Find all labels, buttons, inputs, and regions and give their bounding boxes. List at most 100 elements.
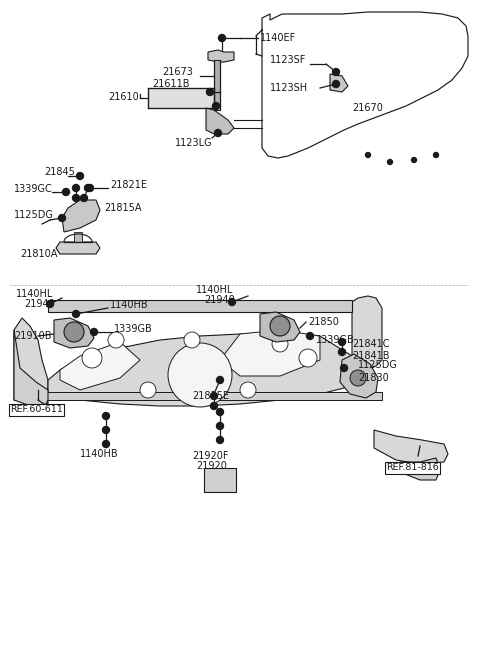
Circle shape [168, 343, 232, 407]
Polygon shape [400, 458, 440, 480]
Circle shape [103, 413, 109, 419]
Circle shape [387, 160, 393, 164]
Text: 21815A: 21815A [104, 203, 142, 213]
Polygon shape [206, 108, 234, 134]
Polygon shape [220, 330, 320, 376]
Text: 21850: 21850 [308, 317, 339, 327]
Text: 21670: 21670 [352, 103, 383, 113]
Circle shape [433, 153, 439, 157]
Text: 21673: 21673 [162, 67, 193, 77]
Circle shape [84, 185, 92, 191]
Circle shape [72, 195, 80, 202]
Circle shape [240, 382, 256, 398]
Text: 21821E: 21821E [110, 180, 147, 190]
Circle shape [72, 310, 80, 318]
Text: 21940: 21940 [24, 299, 55, 309]
Polygon shape [56, 242, 100, 254]
Circle shape [76, 172, 84, 179]
Text: 21920F: 21920F [192, 451, 228, 461]
Circle shape [108, 332, 124, 348]
Polygon shape [14, 330, 48, 408]
Circle shape [338, 339, 346, 345]
Circle shape [59, 214, 65, 221]
Text: 21841C: 21841C [352, 339, 389, 349]
Text: 1123SH: 1123SH [270, 83, 308, 93]
Text: 21611B: 21611B [152, 79, 190, 89]
Polygon shape [204, 468, 236, 492]
Polygon shape [14, 318, 48, 404]
Polygon shape [62, 200, 100, 232]
Circle shape [411, 157, 417, 162]
Text: 21610: 21610 [108, 92, 139, 102]
Circle shape [333, 81, 339, 88]
Circle shape [206, 88, 214, 96]
Circle shape [62, 189, 70, 195]
Circle shape [333, 69, 339, 75]
Text: 1140HL: 1140HL [16, 289, 53, 299]
Circle shape [216, 422, 224, 430]
Circle shape [216, 436, 224, 443]
Circle shape [103, 426, 109, 434]
Circle shape [299, 349, 317, 367]
Polygon shape [374, 430, 448, 464]
Text: 21810A: 21810A [20, 249, 58, 259]
Circle shape [272, 336, 288, 352]
Circle shape [81, 195, 87, 202]
Text: REF.81-816: REF.81-816 [386, 464, 439, 472]
Polygon shape [60, 342, 140, 390]
Circle shape [47, 301, 53, 307]
Circle shape [307, 333, 313, 339]
Text: 1339GC: 1339GC [14, 184, 53, 194]
Circle shape [340, 364, 348, 371]
Polygon shape [74, 232, 82, 242]
Text: 1123LG: 1123LG [175, 138, 213, 148]
Text: 1140EF: 1140EF [260, 33, 296, 43]
Circle shape [64, 322, 84, 342]
Circle shape [213, 102, 219, 109]
Polygon shape [260, 312, 300, 342]
Text: 1339GB: 1339GB [114, 324, 153, 334]
Circle shape [103, 441, 109, 447]
Text: 1125DG: 1125DG [358, 360, 398, 370]
Text: 21815E: 21815E [192, 391, 229, 401]
Polygon shape [48, 334, 352, 406]
Text: 21920: 21920 [196, 461, 227, 471]
Polygon shape [54, 318, 94, 348]
Circle shape [91, 329, 97, 335]
Circle shape [216, 409, 224, 415]
Circle shape [270, 316, 290, 336]
Polygon shape [352, 296, 382, 368]
Polygon shape [330, 74, 348, 92]
Circle shape [216, 377, 224, 383]
Text: 21841B: 21841B [352, 351, 389, 361]
Text: 1339GB: 1339GB [316, 335, 355, 345]
Text: 1140HB: 1140HB [80, 449, 119, 459]
Text: 1140HB: 1140HB [110, 300, 149, 310]
Circle shape [86, 185, 94, 191]
Circle shape [365, 153, 371, 157]
Polygon shape [208, 50, 234, 62]
Text: 1140HL: 1140HL [196, 285, 233, 295]
Circle shape [184, 332, 200, 348]
Circle shape [215, 130, 221, 136]
Polygon shape [148, 88, 214, 108]
Polygon shape [14, 392, 382, 400]
Circle shape [350, 370, 366, 386]
Text: 21845: 21845 [44, 167, 75, 177]
Text: REF.60-611: REF.60-611 [10, 405, 63, 415]
Circle shape [82, 348, 102, 368]
Circle shape [211, 403, 217, 409]
Circle shape [140, 382, 156, 398]
Circle shape [211, 392, 217, 400]
Polygon shape [214, 60, 220, 110]
Text: 21940: 21940 [204, 295, 235, 305]
Circle shape [338, 348, 346, 356]
Polygon shape [48, 300, 352, 312]
Polygon shape [340, 354, 378, 398]
Text: 21830: 21830 [358, 373, 389, 383]
Circle shape [72, 185, 80, 191]
Circle shape [218, 35, 226, 41]
Circle shape [228, 299, 236, 305]
Text: 21910B: 21910B [14, 331, 51, 341]
Text: 1125DG: 1125DG [14, 210, 54, 220]
